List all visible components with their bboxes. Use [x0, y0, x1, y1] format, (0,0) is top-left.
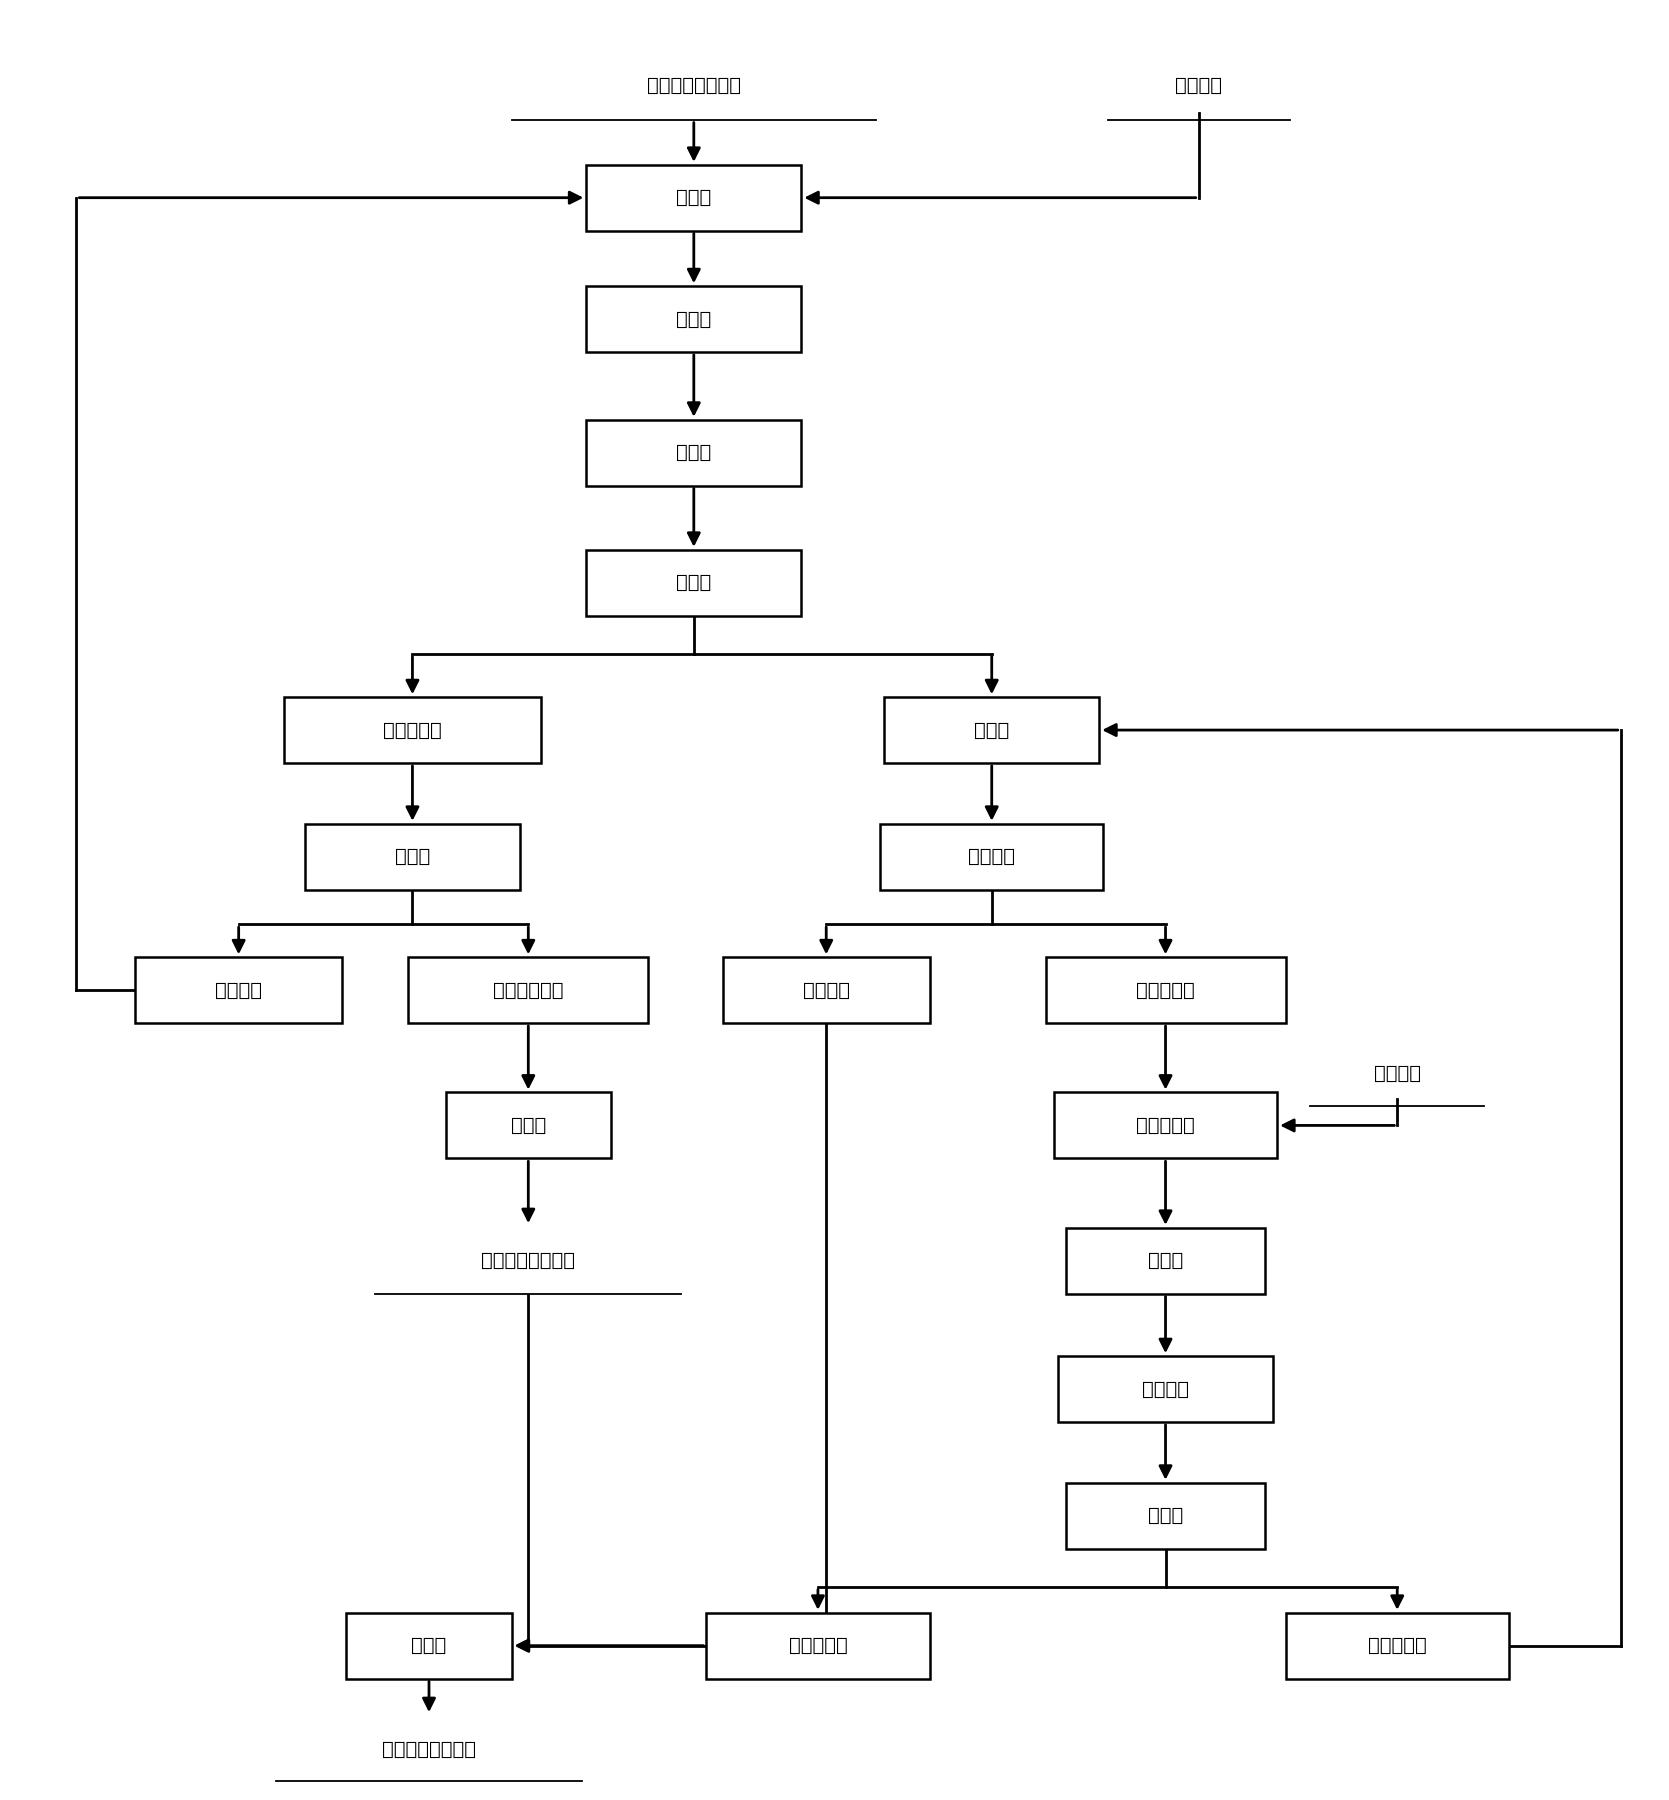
Bar — [1045, 958, 1285, 1022]
Bar — [706, 1613, 930, 1679]
Bar — [586, 286, 801, 353]
Text: 湿无水硫酸钠: 湿无水硫酸钠 — [492, 981, 564, 999]
Text: 热析母液: 热析母液 — [215, 981, 262, 999]
Bar — [345, 1613, 512, 1679]
Text: 过　滤: 过 滤 — [676, 310, 711, 329]
Bar — [1053, 1093, 1277, 1159]
Bar — [1066, 1228, 1265, 1294]
Text: 粗氢氧化锂: 粗氢氧化锂 — [1137, 981, 1195, 999]
Bar — [1285, 1613, 1509, 1679]
Text: 干　燥: 干 燥 — [511, 1116, 546, 1136]
Text: 十水硫酸钠: 十水硫酸钠 — [384, 720, 442, 740]
Text: 分　离: 分 离 — [676, 572, 711, 592]
Text: 配　料: 配 料 — [676, 189, 711, 207]
Text: 副产品无水硫酸钠: 副产品无水硫酸钠 — [481, 1251, 576, 1271]
Text: 重　溶　解: 重 溶 解 — [1137, 1116, 1195, 1136]
Bar — [284, 697, 541, 763]
Text: 沉锂母液: 沉锂母液 — [803, 981, 850, 999]
Bar — [135, 958, 342, 1022]
Bar — [880, 824, 1103, 889]
Text: 干　燥: 干 燥 — [411, 1636, 447, 1656]
Bar — [586, 549, 801, 616]
Text: 冷　冻: 冷 冻 — [676, 443, 711, 463]
Bar — [1066, 1483, 1265, 1548]
Bar — [885, 697, 1100, 763]
Text: 氢氧化钡: 氢氧化钡 — [1374, 1064, 1420, 1084]
Bar — [586, 166, 801, 230]
Text: 压　滤: 压 滤 — [1148, 1251, 1183, 1271]
Bar — [305, 824, 521, 889]
Text: 清　液: 清 液 — [975, 720, 1010, 740]
Text: 湿氢氧化锂: 湿氢氧化锂 — [788, 1636, 848, 1656]
Bar — [586, 419, 801, 486]
Bar — [1058, 1355, 1273, 1422]
Bar — [723, 958, 930, 1022]
Text: 蒸发沉锂: 蒸发沉锂 — [968, 848, 1015, 866]
Text: 分　离: 分 离 — [1148, 1507, 1183, 1525]
Bar — [409, 958, 648, 1022]
Bar — [446, 1093, 611, 1159]
Text: 热　析: 热 析 — [396, 848, 431, 866]
Text: 硫酸锂初次蒸发液: 硫酸锂初次蒸发液 — [648, 76, 741, 94]
Text: 重结晶母液: 重结晶母液 — [1369, 1636, 1427, 1656]
Text: 氢氧化钠: 氢氧化钠 — [1175, 76, 1222, 94]
Text: 蒸发浓缩: 蒸发浓缩 — [1142, 1379, 1188, 1399]
Text: 成品单水氢氧化锂: 成品单水氢氧化锂 — [382, 1741, 476, 1759]
